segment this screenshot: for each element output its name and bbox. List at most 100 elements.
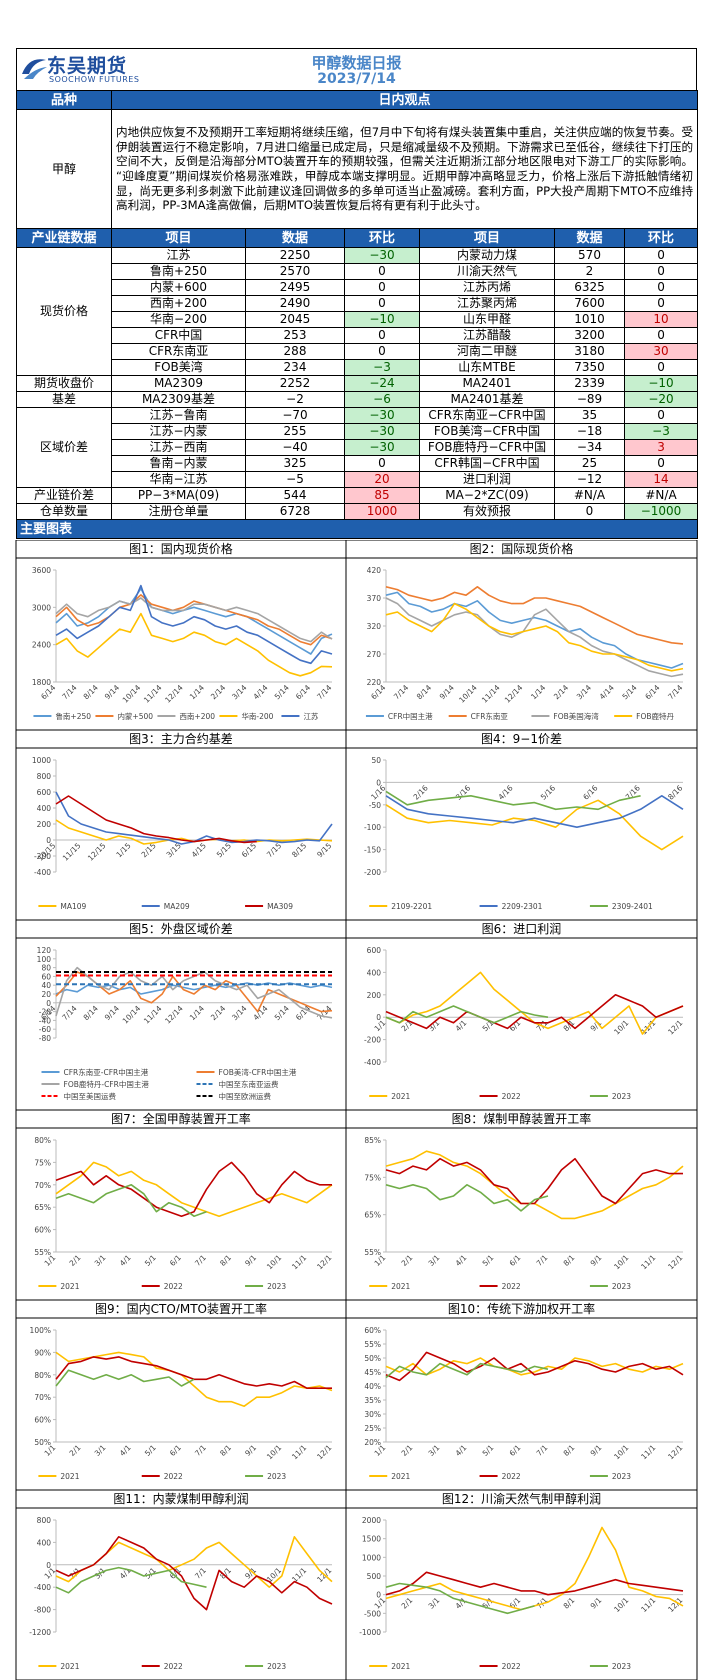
item-cell: FOB鹿特丹−CFR中国 xyxy=(419,439,555,456)
y-tick-label: 800 xyxy=(37,1516,52,1525)
chart-panel xyxy=(15,1489,347,1680)
value-cell: 2045 xyxy=(245,311,345,328)
legend-label: FOB鹿特丹 xyxy=(636,711,674,721)
x-tick-label: 7/14 xyxy=(666,683,684,701)
item-cell: 河南二甲醚 xyxy=(419,343,555,360)
change-cell: 0 xyxy=(623,263,699,280)
y-tick-label: 3600 xyxy=(32,566,51,575)
y-tick-label: -100 xyxy=(364,823,381,832)
x-tick-label: 11/1 xyxy=(290,1443,308,1461)
x-tick-label: 8/14 xyxy=(82,683,100,701)
x-tick-label: 2/1 xyxy=(68,1253,83,1268)
series-line xyxy=(55,597,333,643)
x-tick-label: 6/1 xyxy=(168,1443,183,1458)
change-cell: 0 xyxy=(623,455,699,472)
x-tick-label: 12/1 xyxy=(666,1018,684,1036)
x-tick-label: 1/14 xyxy=(188,683,206,701)
y-tick-label: 420 xyxy=(367,566,382,575)
value-cell: 2570 xyxy=(245,263,345,280)
y-tick-label: 55% xyxy=(364,1248,381,1257)
legend-label: 2021 xyxy=(60,1662,79,1671)
data-row: 区域价差 江苏−鲁南 −70 −30 CFR东南亚−CFR中国 35 0 xyxy=(16,407,699,488)
y-tick-label: 0 xyxy=(46,999,51,1008)
chart-title: 图7：全国甲醇装置开工率 xyxy=(111,1111,251,1126)
data-row: 鲁南+250 2570 0 川渝天然气 2 0 xyxy=(17,263,699,280)
chart-panel xyxy=(15,540,347,731)
value-cell: −2 xyxy=(245,391,345,408)
report-title: 甲醇数据日报 xyxy=(311,54,402,72)
chart-title: 图6：进口利润 xyxy=(482,922,562,936)
x-tick-label: 3/14 xyxy=(230,1004,248,1022)
x-tick-label: 3/1 xyxy=(427,1596,442,1611)
change-cell: −30 xyxy=(344,407,420,424)
x-tick-label: 12/14 xyxy=(163,683,185,705)
data-row: 现货价格 江苏 2250 −30 内蒙动力煤 570 0 xyxy=(16,247,699,376)
y-tick-label: -20 xyxy=(39,1008,51,1017)
value-cell: 570 xyxy=(554,247,625,264)
change-cell: 0 xyxy=(623,247,699,264)
x-tick-label: 7/1 xyxy=(193,1566,208,1581)
x-tick-label: 6/14 xyxy=(643,683,661,701)
x-tick-label: 7/1 xyxy=(193,1443,208,1458)
item-cell: 进口利润 xyxy=(419,471,555,488)
x-tick-label: 4/1 xyxy=(454,1443,469,1458)
chart-title: 图9：国内CTO/MTO装置开工率 xyxy=(95,1301,267,1316)
item-cell: 内蒙动力煤 xyxy=(419,247,555,264)
y-tick-label: 50 xyxy=(371,756,381,765)
header-cell: 环比 xyxy=(623,228,699,248)
y-tick-label: 40 xyxy=(41,981,51,990)
x-tick-label: 5/1 xyxy=(143,1443,158,1458)
change-cell: −20 xyxy=(623,391,699,408)
x-tick-label: 12/1 xyxy=(315,1253,333,1271)
x-tick-label: 10/1 xyxy=(265,1253,283,1271)
y-tick-label: 1800 xyxy=(32,678,51,687)
y-tick-label: -200 xyxy=(364,1036,381,1045)
series-line xyxy=(385,799,684,851)
item-cell: MA−2*ZC(09) xyxy=(419,487,555,504)
legend-label: 江苏 xyxy=(303,711,318,721)
legend-label: FOB鹿特丹-CFR中国主港 xyxy=(64,1079,150,1089)
x-tick-label: 2/1 xyxy=(68,1443,83,1458)
chart-panel xyxy=(345,919,698,1111)
series-line xyxy=(385,1150,684,1220)
data-row: 西南+200 2490 0 江苏聚丙烯 7600 0 xyxy=(17,295,699,312)
x-tick-label: 3/1 xyxy=(93,1253,108,1268)
value-cell: 2495 xyxy=(245,279,345,296)
legend-label: 2023 xyxy=(267,1472,286,1481)
value-cell: −34 xyxy=(554,439,625,456)
change-cell: −1000 xyxy=(623,503,699,520)
change-cell: 0 xyxy=(623,295,699,312)
chart-panel xyxy=(15,1299,347,1491)
legend-label: 2023 xyxy=(612,1472,631,1481)
legend-label: 2022 xyxy=(502,1662,521,1671)
value-cell: 255 xyxy=(245,423,345,440)
x-tick-label: 12/1 xyxy=(666,1443,684,1461)
x-tick-label: 7/14 xyxy=(60,1004,78,1022)
y-tick-label: 1000 xyxy=(32,756,51,765)
y-tick-label: -50 xyxy=(369,801,381,810)
x-tick-label: 5/14 xyxy=(273,683,291,701)
item-cell: CFR东南亚 xyxy=(111,343,246,360)
series-line xyxy=(385,1357,684,1376)
item-cell: 江苏−鲁南 xyxy=(111,407,246,424)
value-cell: 2252 xyxy=(245,375,345,392)
item-cell: 注册仓单量 xyxy=(111,503,246,520)
series-line xyxy=(385,1526,684,1611)
y-tick-label: -60 xyxy=(39,1025,51,1034)
legend-label: 鲁南+250 xyxy=(55,711,91,721)
y-tick-label: 400 xyxy=(37,804,52,813)
x-tick-label: 7/1 xyxy=(193,1253,208,1268)
data-row: 产业链价差 PP−3*MA(09) 544 85 MA−2*ZC(09) #N/A #N/A xyxy=(16,487,699,504)
x-tick-label: 2/1 xyxy=(400,1253,415,1268)
legend-label: 中国至美国运费 xyxy=(64,1091,117,1101)
x-tick-label: 11/1 xyxy=(290,1566,308,1584)
change-cell: −3 xyxy=(344,359,420,376)
x-tick-label: 3/1 xyxy=(427,1443,442,1458)
legend-label: 2022 xyxy=(164,1472,183,1481)
x-tick-label: 9/15 xyxy=(315,841,333,859)
legend-label: 内蒙+500 xyxy=(117,711,153,721)
y-tick-label: 600 xyxy=(367,946,382,955)
y-tick-label: -150 xyxy=(364,846,381,855)
section-row: 主要图表 xyxy=(15,519,699,539)
data-row: 江苏−内蒙 255 −30 FOB美湾−CFR中国 −18 −3 xyxy=(17,423,699,440)
